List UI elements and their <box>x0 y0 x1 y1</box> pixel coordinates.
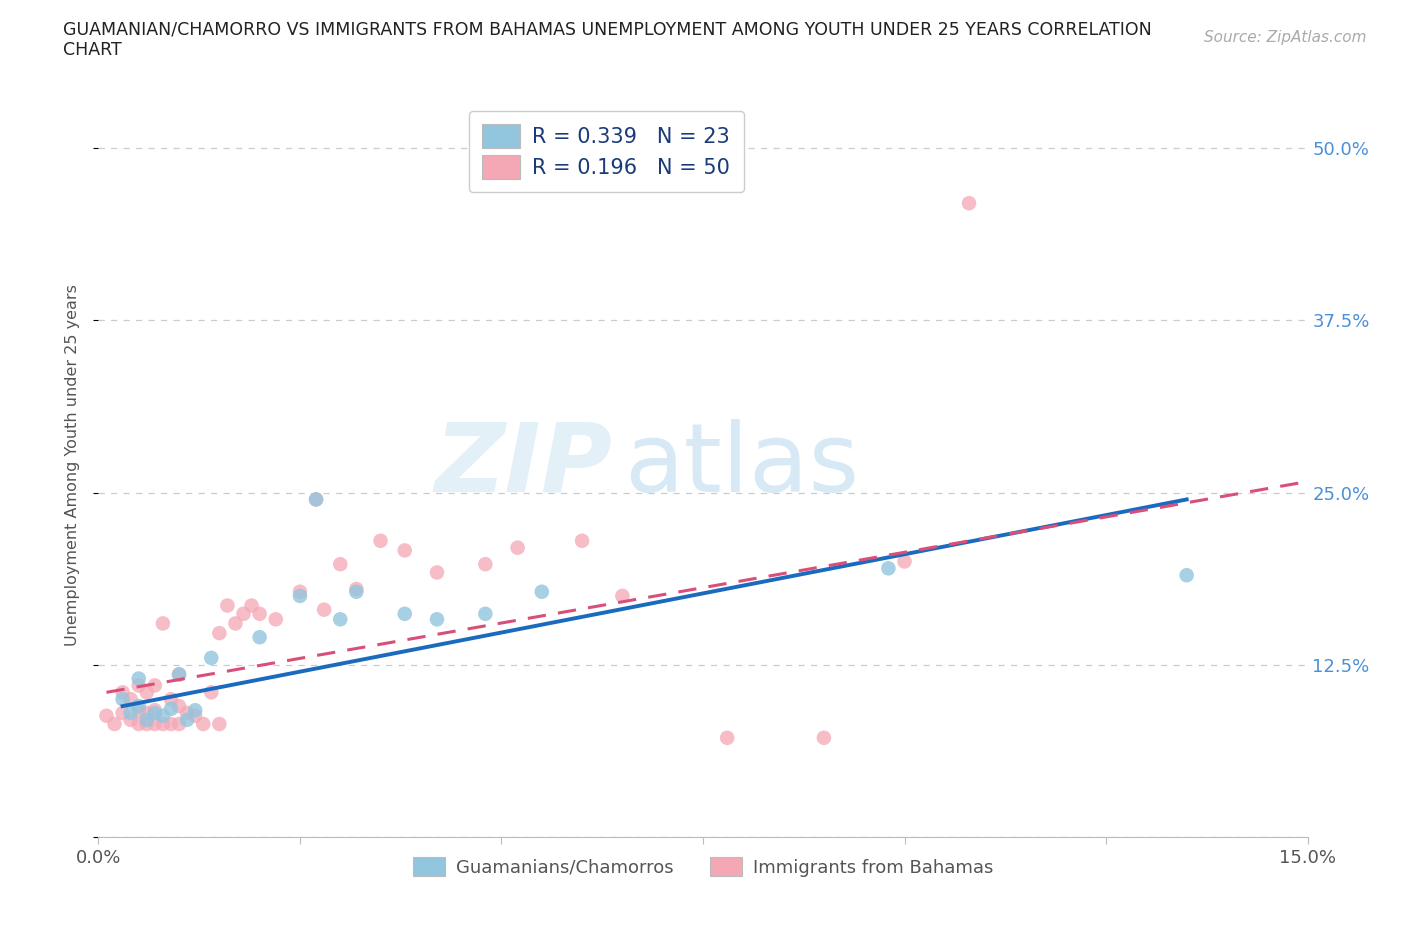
Point <box>1175 568 1198 583</box>
Point <box>394 543 416 558</box>
Point <box>103 717 125 732</box>
Point <box>111 692 134 707</box>
Point <box>224 616 246 631</box>
Point <box>288 584 311 599</box>
Point <box>120 706 142 721</box>
Point <box>208 717 231 732</box>
Point <box>160 692 183 707</box>
Y-axis label: Unemployment Among Youth under 25 years: Unemployment Among Youth under 25 years <box>65 284 80 646</box>
Point <box>128 717 150 732</box>
Point <box>249 606 271 621</box>
Point <box>167 698 190 713</box>
Point <box>474 557 496 572</box>
Point <box>200 684 222 699</box>
Point <box>329 612 352 627</box>
Point <box>184 703 207 718</box>
Point <box>957 196 980 211</box>
Point <box>506 540 529 555</box>
Point <box>120 712 142 727</box>
Point <box>305 492 328 507</box>
Point <box>264 612 287 627</box>
Point <box>128 678 150 693</box>
Point <box>893 554 915 569</box>
Point <box>612 589 634 604</box>
Text: CHART: CHART <box>63 41 122 59</box>
Point <box>96 709 118 724</box>
Point <box>152 717 174 732</box>
Point <box>143 706 166 721</box>
Point <box>167 667 190 682</box>
Point <box>143 678 166 693</box>
Point <box>249 630 271 644</box>
Point <box>314 603 336 618</box>
Point <box>305 492 328 507</box>
Point <box>426 565 449 580</box>
Point <box>135 712 157 727</box>
Text: GUAMANIAN/CHAMORRO VS IMMIGRANTS FROM BAHAMAS UNEMPLOYMENT AMONG YOUTH UNDER 25 : GUAMANIAN/CHAMORRO VS IMMIGRANTS FROM BA… <box>63 20 1152 38</box>
Point <box>152 709 174 724</box>
Point <box>167 717 190 732</box>
Point <box>208 626 231 641</box>
Point <box>160 701 183 716</box>
Point <box>143 717 166 732</box>
Point <box>813 730 835 745</box>
Legend: Guamanians/Chamorros, Immigrants from Bahamas: Guamanians/Chamorros, Immigrants from Ba… <box>405 850 1001 883</box>
Point <box>128 671 150 686</box>
Point <box>288 589 311 604</box>
Point <box>232 606 254 621</box>
Point <box>716 730 738 745</box>
Text: atlas: atlas <box>624 418 859 512</box>
Point <box>344 584 367 599</box>
Point <box>160 717 183 732</box>
Point <box>176 706 198 721</box>
Text: ZIP: ZIP <box>434 418 613 512</box>
Point <box>135 706 157 721</box>
Point <box>111 684 134 699</box>
Point <box>370 533 392 548</box>
Point <box>128 698 150 713</box>
Point <box>167 667 190 682</box>
Point <box>120 692 142 707</box>
Point <box>135 684 157 699</box>
Point <box>329 557 352 572</box>
Point <box>111 706 134 721</box>
Point <box>530 584 553 599</box>
Point <box>176 712 198 727</box>
Point <box>217 598 239 613</box>
Text: Source: ZipAtlas.com: Source: ZipAtlas.com <box>1204 30 1367 45</box>
Point <box>240 598 263 613</box>
Point <box>193 717 215 732</box>
Point <box>877 561 900 576</box>
Point <box>128 703 150 718</box>
Point <box>184 709 207 724</box>
Point <box>344 581 367 596</box>
Point <box>200 650 222 665</box>
Point <box>426 612 449 627</box>
Point <box>143 703 166 718</box>
Point <box>135 717 157 732</box>
Point <box>394 606 416 621</box>
Point <box>152 616 174 631</box>
Point <box>474 606 496 621</box>
Point <box>571 533 593 548</box>
